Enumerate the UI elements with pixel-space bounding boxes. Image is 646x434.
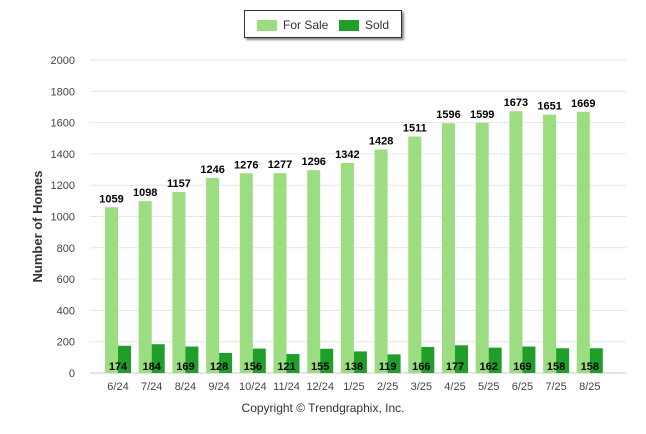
bar-for-sale-2-25 xyxy=(374,149,388,373)
x-tick-label-3-25: 3/25 xyxy=(411,381,432,393)
bar-for-sale-11-24 xyxy=(273,173,287,373)
data-label-sold-5-25: 162 xyxy=(480,361,498,373)
data-label-for-sale-12-24: 1296 xyxy=(301,156,325,168)
data-label-sold-11-24: 121 xyxy=(277,361,295,373)
bar-for-sale-7-24 xyxy=(138,201,152,373)
data-label-for-sale-2-25: 1428 xyxy=(369,136,393,148)
y-tick-label-0: 0 xyxy=(69,368,75,380)
bar-sold-4-25 xyxy=(455,345,468,373)
data-label-sold-6-24: 174 xyxy=(109,361,128,373)
bar-for-sale-6-24 xyxy=(105,207,118,373)
bar-for-sale-8-24 xyxy=(172,191,186,373)
y-tick-label-800: 800 xyxy=(57,243,75,255)
data-label-for-sale-7-25: 1651 xyxy=(537,101,561,113)
bar-sold-12-24 xyxy=(320,348,334,373)
x-tick-label-8-24: 8/24 xyxy=(175,381,196,393)
y-tick-label-600: 600 xyxy=(57,274,75,286)
x-tick-label-9-24: 9/24 xyxy=(208,381,229,393)
y-axis-label: Number of Homes xyxy=(30,171,45,283)
data-label-sold-7-24: 184 xyxy=(143,361,162,373)
y-tick-label-1800: 1800 xyxy=(51,86,75,98)
legend-item-sold: Sold xyxy=(339,18,389,32)
bar-sold-6-24 xyxy=(118,345,131,373)
bar-for-sale-6-25 xyxy=(509,111,523,373)
legend-item-for-sale: For Sale xyxy=(257,18,328,32)
data-label-for-sale-8-24: 1157 xyxy=(167,178,191,190)
legend-label-sold: Sold xyxy=(365,18,390,32)
legend-swatch-for-sale xyxy=(257,19,277,31)
bar-for-sale-7-25 xyxy=(543,114,557,373)
x-tick-label-7-25: 7/25 xyxy=(545,381,566,393)
data-label-for-sale-6-24: 1059 xyxy=(99,193,123,205)
copyright-text: Copyright © Trendgraphix, Inc. xyxy=(241,401,405,415)
bar-for-sale-12-24 xyxy=(307,170,321,373)
bar-sold-6-25 xyxy=(522,346,536,373)
data-label-sold-2-25: 119 xyxy=(379,361,397,373)
data-label-for-sale-8-25: 1669 xyxy=(571,98,595,110)
bar-sold-11-24 xyxy=(286,354,300,373)
data-label-sold-7-25: 158 xyxy=(547,361,565,373)
bar-for-sale-4-25 xyxy=(442,123,455,373)
data-label-for-sale-3-25: 1511 xyxy=(403,123,427,135)
x-tick-label-5-25: 5/25 xyxy=(478,381,499,393)
bar-sold-7-25 xyxy=(556,348,570,373)
bar-sold-5-25 xyxy=(488,347,502,373)
data-label-for-sale-1-25: 1342 xyxy=(335,149,359,161)
bar-for-sale-10-24 xyxy=(239,173,253,373)
legend-label-for-sale: For Sale xyxy=(283,18,329,32)
bar-sold-8-24 xyxy=(185,346,199,373)
x-tick-label-1-25: 1/25 xyxy=(343,381,364,393)
bar-sold-1-25 xyxy=(353,351,367,373)
data-label-sold-9-24: 128 xyxy=(210,361,228,373)
data-label-for-sale-6-25: 1673 xyxy=(504,97,528,109)
x-tick-label-11-24: 11/24 xyxy=(273,381,300,393)
bar-for-sale-1-25 xyxy=(340,162,354,373)
data-label-sold-12-24: 155 xyxy=(311,361,329,373)
bar-sold-3-25 xyxy=(421,347,435,373)
data-label-for-sale-9-24: 1246 xyxy=(200,164,224,176)
data-label-sold-3-25: 166 xyxy=(412,361,430,373)
data-label-sold-4-25: 177 xyxy=(446,361,464,373)
data-label-for-sale-7-24: 1098 xyxy=(133,187,157,199)
x-tick-label-12-24: 12/24 xyxy=(306,381,334,393)
data-label-for-sale-5-25: 1599 xyxy=(470,109,494,121)
y-tick-label-200: 200 xyxy=(57,337,75,349)
x-tick-label-8-25: 8/25 xyxy=(579,381,600,393)
bar-for-sale-3-25 xyxy=(408,136,422,373)
y-tick-label-1600: 1600 xyxy=(51,118,75,130)
x-tick-label-6-25: 6/25 xyxy=(512,381,533,393)
bar-sold-9-24 xyxy=(219,352,233,373)
y-tick-label-400: 400 xyxy=(57,305,75,317)
bar-for-sale-8-25 xyxy=(576,111,590,373)
y-tick-label-2000: 2000 xyxy=(51,55,75,67)
bar-sold-2-25 xyxy=(387,354,401,373)
data-label-for-sale-4-25: 1596 xyxy=(436,109,460,121)
legend: For Sale Sold xyxy=(244,10,402,38)
data-label-for-sale-11-24: 1277 xyxy=(268,159,292,171)
data-label-sold-8-24: 169 xyxy=(176,361,194,373)
x-tick-label-2-25: 2/25 xyxy=(377,381,398,393)
y-tick-label-1400: 1400 xyxy=(51,149,75,161)
data-label-sold-10-24: 156 xyxy=(244,361,262,373)
bar-sold-10-24 xyxy=(252,348,266,373)
y-tick-label-1200: 1200 xyxy=(51,180,75,192)
bar-for-sale-5-25 xyxy=(475,122,489,373)
bar-sold-7-24 xyxy=(151,344,165,373)
x-tick-label-7-24: 7/24 xyxy=(141,381,162,393)
data-label-for-sale-10-24: 1276 xyxy=(234,159,258,171)
legend-swatch-sold xyxy=(339,19,359,31)
data-label-sold-1-25: 138 xyxy=(345,361,363,373)
x-tick-label-6-24: 6/24 xyxy=(107,381,128,393)
data-label-sold-8-25: 158 xyxy=(581,361,599,373)
x-tick-label-4-25: 4/25 xyxy=(444,381,465,393)
y-tick-label-1000: 1000 xyxy=(51,212,75,224)
x-tick-label-10-24: 10/24 xyxy=(239,381,267,393)
data-label-sold-6-25: 169 xyxy=(513,361,531,373)
bar-for-sale-9-24 xyxy=(206,178,220,373)
bar-sold-8-25 xyxy=(589,348,603,373)
